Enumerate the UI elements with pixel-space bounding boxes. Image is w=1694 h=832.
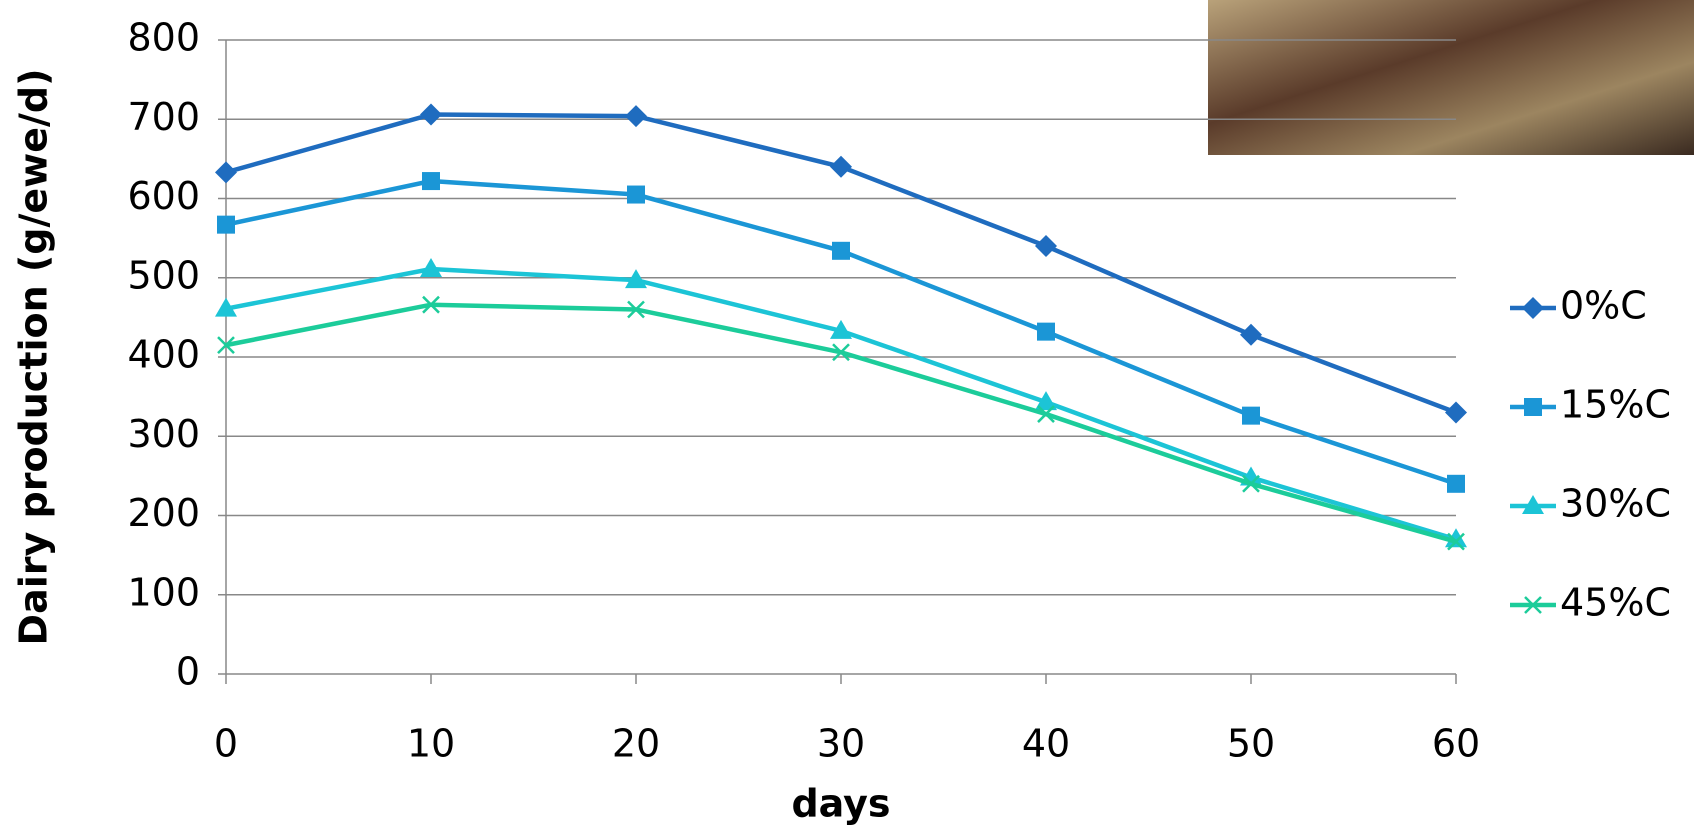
x-tick-label: 60 [1432,722,1480,766]
marker [1524,596,1542,614]
marker [217,215,235,234]
marker [625,269,647,289]
x-tick-label: 40 [1022,722,1070,766]
y-tick-label: 0 [176,650,200,694]
marker [215,297,237,317]
y-tick-label: 200 [127,491,200,535]
marker [830,319,852,339]
marker [1242,474,1260,493]
marker [422,172,440,191]
legend-label: 30%C [1560,482,1671,526]
marker [832,343,850,362]
marker [420,258,442,278]
marker [1035,235,1057,258]
marker [832,241,850,260]
marker [1037,322,1055,341]
y-axis-title: Dairy production (g/ewe/d) [12,69,56,646]
marker [1522,495,1544,514]
marker [1447,532,1465,551]
y-tick-label: 400 [127,333,200,377]
marker [1035,391,1057,411]
legend-label: 45%C [1560,581,1671,625]
marker [422,295,440,314]
marker [1522,297,1544,319]
marker [1240,323,1262,346]
y-tick-label: 300 [127,412,200,456]
marker [215,161,237,184]
marker [420,103,442,126]
marker [1445,528,1467,548]
x-tick-label: 30 [817,722,865,766]
marker [1445,401,1467,424]
x-tick-label: 50 [1227,722,1275,766]
marker [830,155,852,178]
marker [625,105,647,128]
y-tick-label: 100 [127,570,200,614]
marker [1447,474,1465,493]
y-tick-label: 800 [127,16,200,60]
y-tick-label: 500 [127,253,200,297]
marker [1037,405,1055,423]
legend-label: 15%C [1560,383,1671,427]
y-tick-label: 600 [127,174,200,218]
x-tick-label: 10 [407,722,455,766]
legend-label: 0%C [1560,284,1647,328]
marker [1242,406,1260,425]
x-tick-label: 20 [612,722,660,766]
marker [627,300,645,319]
x-tick-label: 0 [214,722,238,766]
x-axis-title: days [791,782,890,826]
y-tick-label: 700 [127,95,200,139]
photo [1208,0,1694,155]
marker [1524,398,1542,416]
marker [217,336,235,354]
marker [627,185,645,204]
